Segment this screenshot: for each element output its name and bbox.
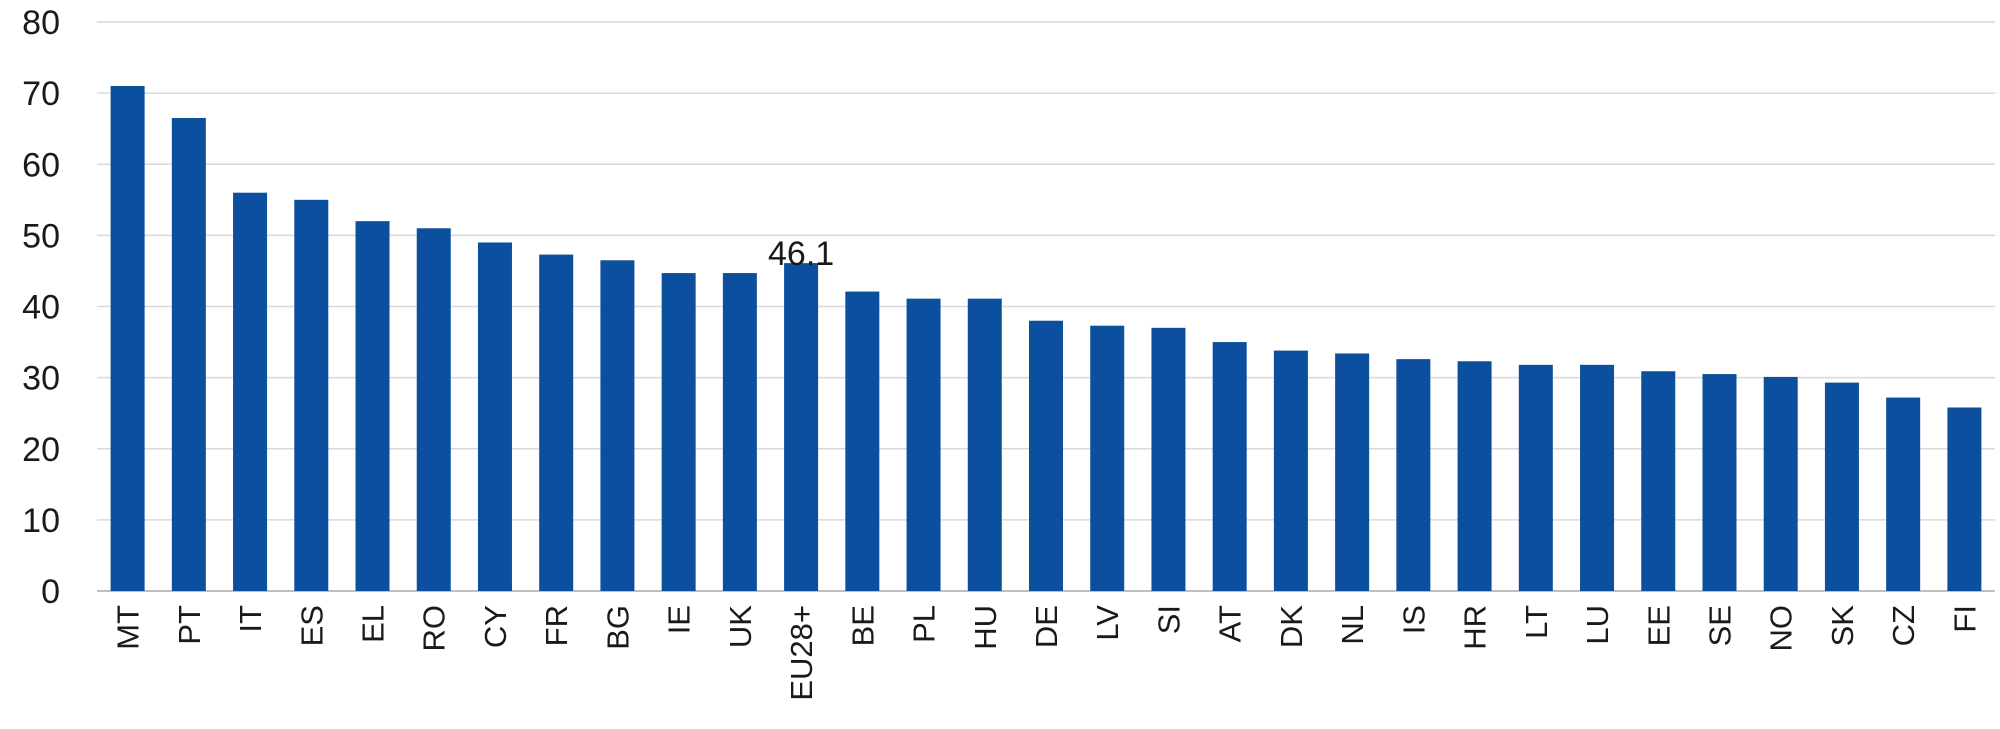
x-tick-label: EU28+ bbox=[784, 605, 819, 701]
y-axis: 0 10 20 30 40 50 60 70 80 bbox=[22, 4, 60, 611]
x-tick-label: BG bbox=[600, 605, 635, 650]
bar-is bbox=[1396, 359, 1431, 591]
x-tick-label: CY bbox=[478, 605, 513, 648]
x-tick-label: HR bbox=[1458, 605, 1493, 650]
bar-be bbox=[845, 291, 880, 591]
x-tick-label: RO bbox=[417, 605, 452, 652]
x-tick-label: PL bbox=[907, 605, 942, 643]
x-tick-label: FR bbox=[539, 605, 574, 646]
bar-lu bbox=[1580, 364, 1615, 591]
bar-it bbox=[233, 192, 268, 591]
bar-fr bbox=[539, 254, 574, 592]
x-tick-label: LU bbox=[1580, 605, 1615, 645]
data-labels: 46.1 bbox=[768, 235, 834, 273]
x-tick-label: IS bbox=[1396, 605, 1431, 634]
bar-sk bbox=[1824, 382, 1859, 591]
x-tick-label: IE bbox=[662, 605, 697, 634]
bar-si bbox=[1151, 327, 1186, 591]
bar-pl bbox=[906, 298, 941, 591]
bar-bg bbox=[600, 260, 635, 591]
x-tick-label: SK bbox=[1825, 605, 1860, 647]
bar-de bbox=[1029, 320, 1063, 591]
bar-ee bbox=[1641, 371, 1676, 591]
data-label: 46.1 bbox=[768, 235, 834, 273]
y-tick-label: 50 bbox=[22, 217, 60, 255]
y-tick-label: 30 bbox=[22, 360, 60, 398]
x-tick-label: MT bbox=[111, 605, 146, 650]
bar-pt bbox=[171, 118, 206, 592]
y-tick-label: 10 bbox=[22, 502, 60, 540]
x-tick-label: NO bbox=[1764, 605, 1799, 652]
x-tick-label: ES bbox=[294, 605, 329, 646]
bar-series bbox=[110, 86, 1982, 592]
bar-dk bbox=[1273, 350, 1308, 591]
x-axis: MT PT IT ES EL RO CY FR BG IE UK EU28+ BE PL HU DE LV SI A… bbox=[111, 605, 1983, 701]
bar-el bbox=[355, 221, 390, 591]
x-tick-label: DK bbox=[1274, 605, 1309, 648]
bar-hu bbox=[967, 298, 1002, 591]
bar-cy bbox=[477, 242, 512, 592]
x-tick-label: EL bbox=[356, 605, 391, 643]
bar-mt bbox=[110, 86, 145, 591]
x-tick-label: CZ bbox=[1886, 605, 1921, 646]
x-tick-label: SE bbox=[1702, 605, 1737, 646]
bar-se bbox=[1702, 374, 1737, 591]
bar-eu28- bbox=[784, 263, 819, 591]
x-tick-label: PT bbox=[172, 605, 207, 645]
bar-hr bbox=[1457, 361, 1492, 591]
y-tick-label: 70 bbox=[22, 75, 60, 113]
y-tick-label: 20 bbox=[22, 431, 60, 469]
x-tick-label: AT bbox=[1213, 605, 1248, 642]
bar-ie bbox=[661, 273, 696, 591]
x-tick-label: DE bbox=[1029, 605, 1064, 648]
y-tick-label: 80 bbox=[22, 4, 60, 42]
bar-fi bbox=[1947, 407, 1982, 591]
bar-cz bbox=[1886, 397, 1921, 591]
x-tick-label: FI bbox=[1947, 605, 1982, 633]
bar-lv bbox=[1090, 325, 1125, 591]
y-tick-label: 40 bbox=[22, 289, 60, 327]
x-tick-label: IT bbox=[233, 605, 268, 633]
bar-nl bbox=[1335, 353, 1370, 591]
bar-uk bbox=[722, 273, 757, 591]
bar-no bbox=[1763, 376, 1798, 591]
x-tick-label: NL bbox=[1335, 605, 1370, 645]
x-tick-label: SI bbox=[1151, 605, 1186, 634]
x-tick-label: HU bbox=[968, 605, 1003, 650]
bar-lt bbox=[1518, 364, 1553, 591]
x-tick-label: UK bbox=[723, 605, 758, 648]
y-tick-label: 60 bbox=[22, 146, 60, 184]
bar-es bbox=[294, 199, 329, 591]
x-tick-label: LV bbox=[1090, 605, 1125, 641]
bar-ro bbox=[416, 228, 451, 591]
x-tick-label: EE bbox=[1641, 605, 1676, 646]
x-tick-label: LT bbox=[1519, 605, 1554, 639]
x-tick-label: BE bbox=[845, 605, 880, 646]
y-tick-label: 0 bbox=[41, 573, 60, 611]
bar-at bbox=[1212, 342, 1247, 591]
